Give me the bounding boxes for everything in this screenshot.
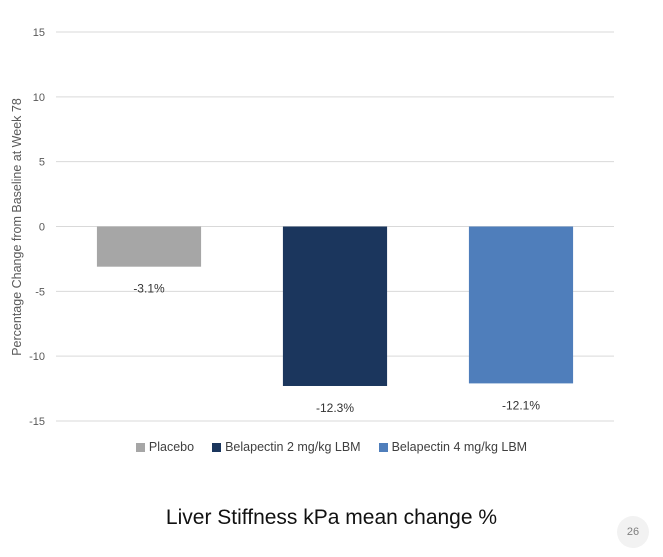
bars — [96, 226, 574, 386]
legend-item-placebo: Placebo — [135, 440, 195, 454]
page-number-badge: 26 — [617, 516, 649, 548]
data-label: -3.1% — [133, 282, 165, 296]
slide-caption: Liver Stiffness kPa mean change % — [165, 506, 498, 529]
y-tick-label: -5 — [35, 286, 45, 298]
legend-item-belapectin-4: Belapectin 4 mg/kg LBM — [378, 440, 528, 454]
legend-label: Belapectin 4 mg/kg LBM — [391, 440, 528, 454]
y-axis-ticks: 15 10 5 0 -5 -10 -15 — [29, 27, 45, 428]
legend-label: Belapectin 2 mg/kg LBM — [225, 440, 361, 454]
y-tick-label: 15 — [33, 27, 45, 39]
legend-label: Placebo — [148, 440, 195, 454]
legend: Placebo Belapectin 2 mg/kg LBM Belapecti… — [0, 440, 663, 454]
y-tick-label: -15 — [29, 416, 45, 428]
legend-swatch — [378, 442, 388, 452]
legend-swatch — [135, 442, 145, 452]
legend-swatch — [212, 442, 222, 452]
y-tick-label: 0 — [39, 222, 45, 234]
y-tick-label: 10 — [33, 92, 45, 104]
y-axis-title: Percentage Change from Baseline at Week … — [10, 98, 24, 356]
bar-1 — [96, 226, 202, 267]
data-labels: -3.1% -12.3% -12.1% — [133, 282, 540, 415]
data-label: -12.3% — [316, 401, 354, 415]
bar-3 — [468, 226, 574, 384]
y-tick-label: -10 — [29, 351, 45, 363]
data-label: -12.1% — [502, 398, 540, 412]
y-tick-label: 5 — [39, 157, 45, 169]
legend-item-belapectin-2: Belapectin 2 mg/kg LBM — [212, 440, 361, 454]
bar-2 — [282, 226, 388, 386]
bar-chart: 15 10 5 0 -5 -10 -15 -3.1% -12.3% -12.1% Percent… — [10, 27, 614, 428]
